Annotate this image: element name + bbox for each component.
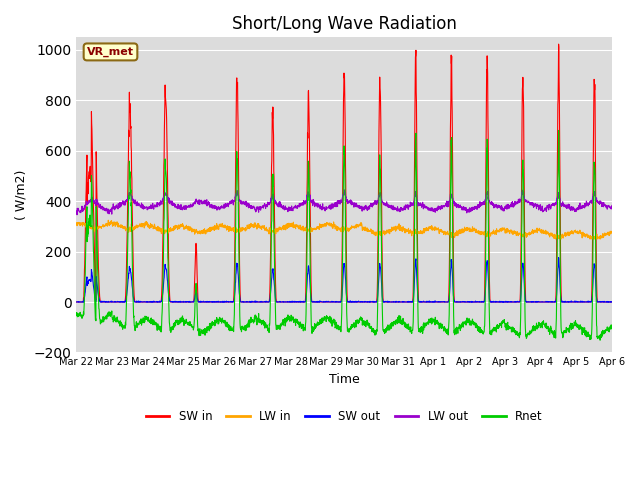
SW in xyxy=(72,299,80,305)
Rnet xyxy=(596,337,604,343)
SW in xyxy=(576,299,584,305)
SW in xyxy=(608,299,616,305)
Text: VR_met: VR_met xyxy=(87,47,134,57)
LW out xyxy=(372,200,380,206)
SW out xyxy=(371,299,379,305)
SW in xyxy=(371,299,379,305)
Rnet xyxy=(555,128,563,133)
SW in xyxy=(555,41,563,47)
Title: Short/Long Wave Radiation: Short/Long Wave Radiation xyxy=(232,15,456,33)
LW in xyxy=(104,217,112,223)
LW in xyxy=(500,227,508,232)
X-axis label: Time: Time xyxy=(329,373,360,386)
LW in xyxy=(371,229,379,235)
LW in xyxy=(222,224,230,229)
LW out xyxy=(72,209,80,215)
Legend: SW in, LW in, SW out, LW out, Rnet: SW in, LW in, SW out, LW out, Rnet xyxy=(141,406,547,428)
LW out xyxy=(360,205,367,211)
SW in xyxy=(360,299,367,305)
SW in xyxy=(222,299,230,305)
Line: Rnet: Rnet xyxy=(76,131,612,340)
Rnet xyxy=(72,310,80,315)
SW out xyxy=(500,299,508,304)
SW out xyxy=(576,299,584,305)
SW out xyxy=(608,299,616,305)
Line: SW in: SW in xyxy=(76,44,612,302)
SW in xyxy=(561,299,568,305)
LW in xyxy=(576,228,584,233)
LW out xyxy=(608,203,616,208)
SW out xyxy=(222,299,230,305)
LW out xyxy=(340,187,348,192)
LW in xyxy=(608,229,616,235)
Rnet xyxy=(371,329,379,335)
Rnet xyxy=(576,326,584,332)
Line: SW out: SW out xyxy=(76,258,612,302)
LW out xyxy=(222,202,230,207)
SW out xyxy=(72,299,80,305)
SW out xyxy=(360,299,367,305)
Rnet xyxy=(608,326,616,332)
Rnet xyxy=(222,319,230,325)
SW out xyxy=(561,299,568,305)
Rnet xyxy=(561,328,568,334)
Y-axis label: ( W/m2): ( W/m2) xyxy=(15,170,28,220)
LW in xyxy=(561,229,569,235)
LW out xyxy=(500,206,508,212)
Rnet xyxy=(500,318,508,324)
Rnet xyxy=(360,319,367,324)
LW out xyxy=(576,200,584,206)
LW in xyxy=(72,220,80,226)
Line: LW out: LW out xyxy=(76,190,612,215)
LW out xyxy=(73,212,81,217)
LW in xyxy=(360,227,367,233)
LW out xyxy=(561,202,569,208)
SW out xyxy=(555,255,563,261)
Line: LW in: LW in xyxy=(76,220,612,239)
LW in xyxy=(552,236,559,242)
SW in xyxy=(500,299,508,305)
